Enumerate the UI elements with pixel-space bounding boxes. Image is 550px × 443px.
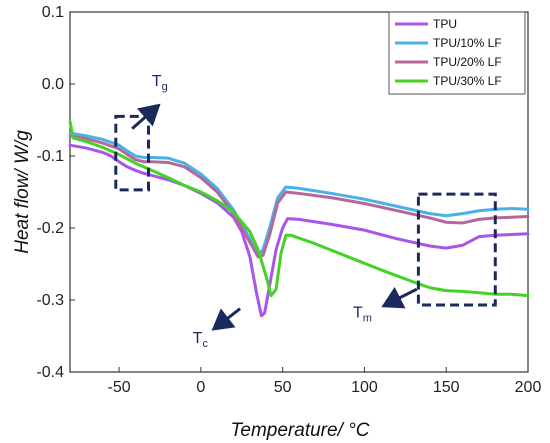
- y-tick-label: 0.1: [42, 4, 64, 21]
- annotation-box-2: [416, 192, 497, 307]
- legend-label-3: TPU/30% LF: [433, 74, 502, 88]
- y-axis-label: Heat flow/ W/g: [12, 130, 33, 254]
- x-tick-label: 200: [515, 379, 542, 396]
- y-tick-label: -0.2: [36, 220, 64, 237]
- annotations: Tg Tc Tm: [114, 73, 497, 350]
- x-tick-label: -50: [108, 379, 131, 396]
- series-line-0: [68, 143, 530, 318]
- plot-area: [69, 11, 529, 373]
- legend: TPU TPU/10% LF TPU/20% LF TPU/30% LF: [388, 11, 526, 95]
- annotation-box-0: [114, 114, 151, 192]
- series-line-3: [68, 119, 530, 298]
- annotation-arrow-0: [131, 103, 161, 130]
- x-tick-label: 150: [433, 379, 460, 396]
- y-tick-label: 0.0: [42, 76, 64, 93]
- x-axis-label: Temperature/ °C: [231, 420, 370, 441]
- annotation-label-2: Tm: [353, 304, 372, 324]
- series-lines: [68, 119, 530, 318]
- legend-label-1: TPU/10% LF: [433, 36, 502, 50]
- x-tick-label: 100: [351, 379, 378, 396]
- axes: -50 0 50 100 150 200 0.1 0.0 -0.1 -0.2 -0.3 -0.4: [36, 4, 541, 396]
- y-tick-label: -0.3: [36, 292, 64, 309]
- legend-label-0: TPU: [433, 17, 457, 31]
- annotation-arrow-2: [381, 286, 418, 309]
- annotation-label-0: Tg: [152, 73, 168, 93]
- x-tick-label: 0: [196, 379, 205, 396]
- y-tick-label: -0.1: [36, 148, 64, 165]
- series-line-1: [68, 131, 530, 257]
- annotation-arrow-1: [211, 307, 242, 331]
- legend-label-2: TPU/20% LF: [433, 55, 502, 69]
- x-tick-label: 50: [274, 379, 292, 396]
- plot-frame: [69, 11, 529, 373]
- annotation-label-1: Tc: [193, 330, 209, 350]
- y-tick-label: -0.4: [36, 364, 64, 381]
